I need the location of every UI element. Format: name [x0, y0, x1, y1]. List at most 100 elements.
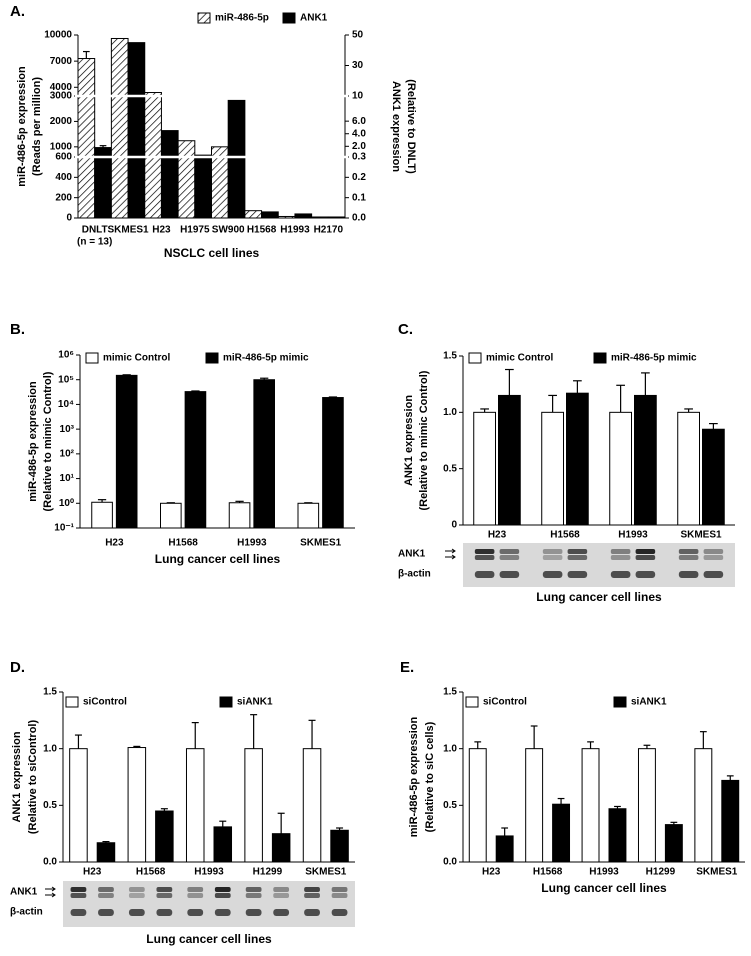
bar [634, 394, 657, 526]
bar [228, 502, 251, 529]
legend-label: ANK1 [300, 13, 328, 24]
blot-band [474, 571, 495, 578]
blot-band [304, 893, 320, 898]
bar [541, 411, 564, 526]
blot-arrows [445, 548, 456, 560]
blot-band [128, 909, 145, 916]
bar [271, 833, 291, 863]
blot-band [70, 893, 87, 898]
bar [277, 215, 296, 219]
bar [297, 502, 320, 529]
y-tick-label: 600 [55, 152, 72, 163]
bar [702, 428, 725, 526]
x-tick-label: H1568 [136, 867, 166, 878]
y-tick-label: 200 [55, 192, 72, 203]
y-tick-label: 0.5 [443, 800, 457, 811]
y-axis-label: miR-486-5p expression [408, 717, 420, 838]
x-tick-label: H2170 [314, 225, 344, 236]
bar [227, 99, 246, 219]
bar [525, 748, 544, 863]
bar [194, 154, 212, 219]
y-axis-label: (Relative to mimic Control) [418, 370, 430, 510]
bar [495, 835, 514, 863]
bar [552, 803, 571, 863]
bar [566, 392, 589, 526]
y2-tick-label: 30 [352, 60, 364, 71]
blot-band [187, 909, 204, 916]
bar [677, 411, 700, 526]
blot-band [567, 549, 588, 554]
x-tick-label: SKMES1 [108, 225, 150, 236]
y-tick-label: 0.0 [443, 857, 457, 868]
blot-band [542, 571, 563, 578]
blot-band [499, 571, 520, 578]
x-tick-label: H23 [83, 867, 102, 878]
blot-band [567, 571, 588, 578]
x-tick-label: H1993 [280, 225, 310, 236]
y-tick-label: 10⁰ [59, 498, 74, 509]
y-tick-label: 10⁴ [58, 399, 74, 410]
y2-tick-label: 0.2 [352, 172, 366, 183]
blot-band [156, 887, 173, 892]
y-tick-label: 7000 [50, 56, 73, 67]
panel-label: B. [10, 321, 25, 338]
blot-band [610, 549, 631, 554]
x-tick-label: SKMES1 [305, 867, 347, 878]
x-tick-label: H1568 [247, 225, 277, 236]
y-tick-label: 0.5 [43, 800, 57, 811]
x-tick-label: H1299 [253, 867, 283, 878]
blot-band [635, 549, 656, 554]
x-axis-label: Lung cancer cell lines [146, 932, 272, 946]
y-tick-label: 1.5 [443, 351, 457, 362]
x-tick-label: SKMES1 [300, 538, 342, 549]
x-tick-label: H1993 [237, 538, 267, 549]
bar [498, 394, 521, 526]
bar [664, 824, 683, 863]
legend-swatch [282, 12, 296, 24]
legend-label: miR-486-5p [215, 13, 269, 24]
y-tick-label: 1.5 [43, 687, 57, 698]
blot-band [156, 909, 173, 916]
x-tick-label: H23 [482, 867, 501, 878]
bar [185, 748, 205, 863]
legend-swatch [219, 696, 233, 708]
blot-band [98, 893, 114, 898]
blot-band [635, 555, 656, 560]
y2-tick-label: 2.0 [352, 141, 366, 152]
blot-band [214, 909, 231, 916]
y2-tick-label: 4.0 [352, 128, 366, 139]
blot-band [245, 893, 262, 898]
bar [327, 216, 346, 219]
bar [155, 810, 174, 863]
bar [294, 213, 313, 219]
x-tick-label: H1993 [618, 530, 648, 541]
blot-band [567, 555, 588, 560]
bar [608, 808, 627, 863]
x-tick-label: H1993 [589, 867, 619, 878]
bar [253, 379, 275, 529]
y-tick-label: 10000 [44, 30, 72, 41]
y-tick-label: 10² [60, 448, 75, 459]
blot-band [304, 887, 320, 892]
bar [160, 130, 179, 219]
legend-swatch [613, 696, 627, 708]
bar [144, 92, 162, 219]
x-tick-label: SKMES1 [696, 867, 738, 878]
bar [77, 58, 96, 219]
blot-band [70, 909, 87, 916]
blot-band [610, 571, 631, 578]
blot-band [678, 571, 699, 578]
y-tick-label: 10¹ [60, 473, 75, 484]
x-tick-label: H23 [488, 530, 507, 541]
y-tick-label: 1.0 [443, 743, 457, 754]
blot-band [678, 555, 699, 560]
blot-band [635, 571, 656, 578]
y-tick-label: 1000 [50, 141, 73, 152]
bar [213, 826, 233, 863]
bar [302, 748, 322, 863]
blot-arrows [45, 886, 56, 898]
legend-swatch [197, 12, 211, 24]
y-tick-label: 4000 [50, 82, 73, 93]
